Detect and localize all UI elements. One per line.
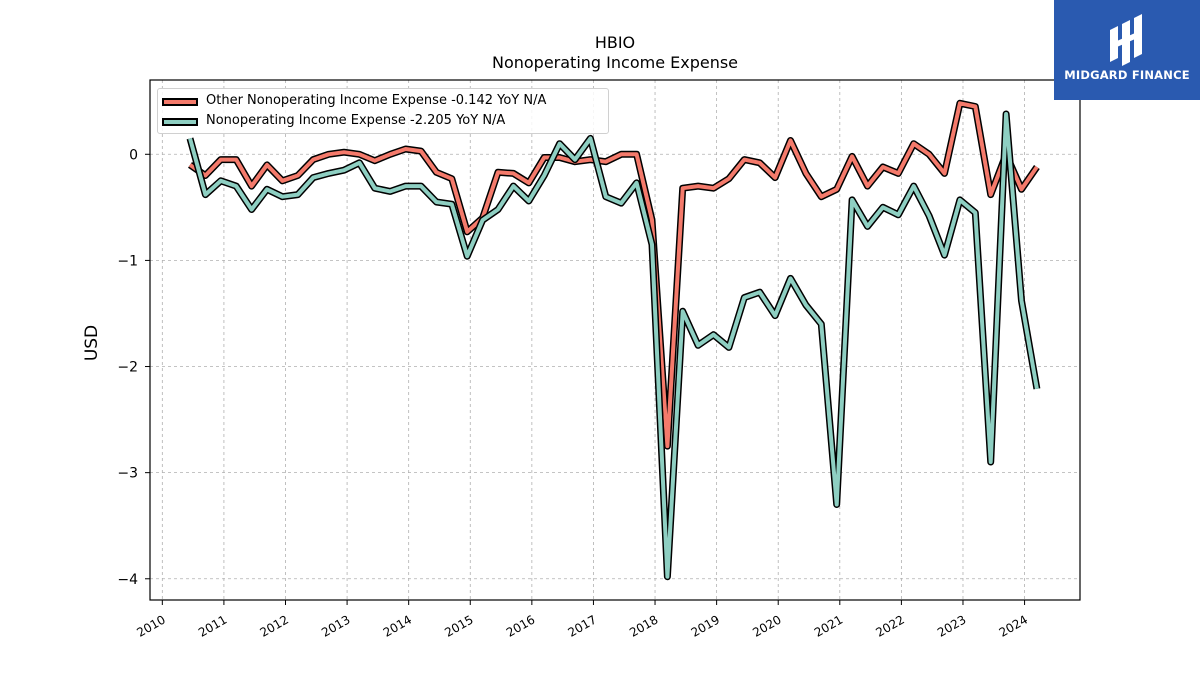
series-line <box>188 101 1039 449</box>
x-tick-label: 2023 <box>935 612 968 639</box>
series-line-outline <box>186 110 1041 581</box>
x-tick-label: 2020 <box>750 612 783 639</box>
series-line <box>188 112 1039 579</box>
y-axis-label: USD <box>82 325 102 361</box>
x-tick-label: 2013 <box>319 612 352 639</box>
chart-title: HBIO <box>594 33 636 52</box>
series-other-nonoperating <box>188 99 1040 450</box>
x-tick-label: 2016 <box>504 612 537 639</box>
series-layer <box>186 99 1041 581</box>
logo-mark-icon <box>1110 14 1142 66</box>
series-nonoperating <box>186 110 1041 581</box>
x-tick-label: 2012 <box>258 612 291 639</box>
y-tick-label: −1 <box>117 253 138 269</box>
legend-swatch-other <box>162 98 198 106</box>
legend-label-nonoperating: Nonoperating Income Expense -2.205 YoY N… <box>206 113 506 128</box>
y-tick-label: −3 <box>117 466 138 482</box>
y-tick-label: 0 <box>129 147 138 163</box>
grid-lines <box>150 80 1080 600</box>
brand-logo: MIDGARD FINANCE <box>1054 0 1200 100</box>
x-tick-label: 2015 <box>442 612 475 639</box>
y-tick-label: −2 <box>117 360 138 376</box>
x-tick-label: 2022 <box>873 612 906 639</box>
x-tick-label: 2014 <box>381 612 414 639</box>
x-tick-label: 2011 <box>196 612 229 639</box>
x-tick-label: 2021 <box>812 612 845 639</box>
logo-text: MIDGARD FINANCE <box>1064 68 1190 82</box>
legend-swatch-nonoperating <box>162 118 198 126</box>
chart-subtitle: Nonoperating Income Expense <box>491 53 739 72</box>
x-tick-label: 2024 <box>997 612 1030 639</box>
x-tick-label: 2019 <box>689 612 722 639</box>
plot-frame <box>149 79 1081 601</box>
legend: Other Nonoperating Income Expense -0.142… <box>157 88 609 134</box>
x-tick-label: 2018 <box>627 612 660 639</box>
x-tick-label: 2010 <box>134 612 167 639</box>
y-tick-label: −4 <box>117 572 138 588</box>
legend-label-other: Other Nonoperating Income Expense -0.142… <box>206 93 547 108</box>
x-tick-label: 2017 <box>565 612 598 639</box>
